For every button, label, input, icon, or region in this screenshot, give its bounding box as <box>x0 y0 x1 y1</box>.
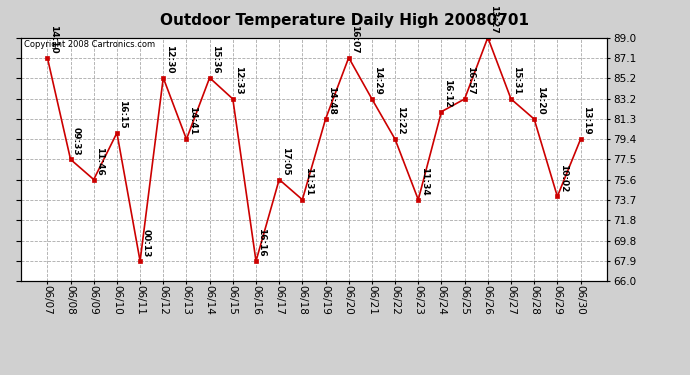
Text: 13:27: 13:27 <box>489 4 498 33</box>
Text: 16:57: 16:57 <box>466 66 475 95</box>
Text: 12:30: 12:30 <box>165 45 174 74</box>
Text: 14:48: 14:48 <box>327 86 336 115</box>
Text: 14:29: 14:29 <box>373 66 382 95</box>
Text: 15:36: 15:36 <box>211 45 220 74</box>
Text: Outdoor Temperature Daily High 20080701: Outdoor Temperature Daily High 20080701 <box>161 13 529 28</box>
Text: 15:31: 15:31 <box>513 66 522 95</box>
Text: 16:15: 16:15 <box>118 100 127 129</box>
Text: Copyright 2008 Cartronics.com: Copyright 2008 Cartronics.com <box>23 40 155 49</box>
Text: 09:33: 09:33 <box>72 127 81 155</box>
Text: 13:19: 13:19 <box>582 106 591 135</box>
Text: 16:16: 16:16 <box>257 228 266 257</box>
Text: 17:05: 17:05 <box>281 147 290 176</box>
Text: 11:46: 11:46 <box>95 147 104 176</box>
Text: 14:20: 14:20 <box>535 86 544 115</box>
Text: 14:10: 14:10 <box>49 25 58 54</box>
Text: 12:22: 12:22 <box>397 106 406 135</box>
Text: 10:02: 10:02 <box>559 164 568 192</box>
Text: 11:34: 11:34 <box>420 167 428 195</box>
Text: 16:07: 16:07 <box>350 25 359 54</box>
Text: 16:12: 16:12 <box>443 79 452 108</box>
Text: 14:41: 14:41 <box>188 106 197 135</box>
Text: 00:13: 00:13 <box>141 229 150 257</box>
Text: 11:31: 11:31 <box>304 167 313 195</box>
Text: 12:33: 12:33 <box>234 66 243 95</box>
